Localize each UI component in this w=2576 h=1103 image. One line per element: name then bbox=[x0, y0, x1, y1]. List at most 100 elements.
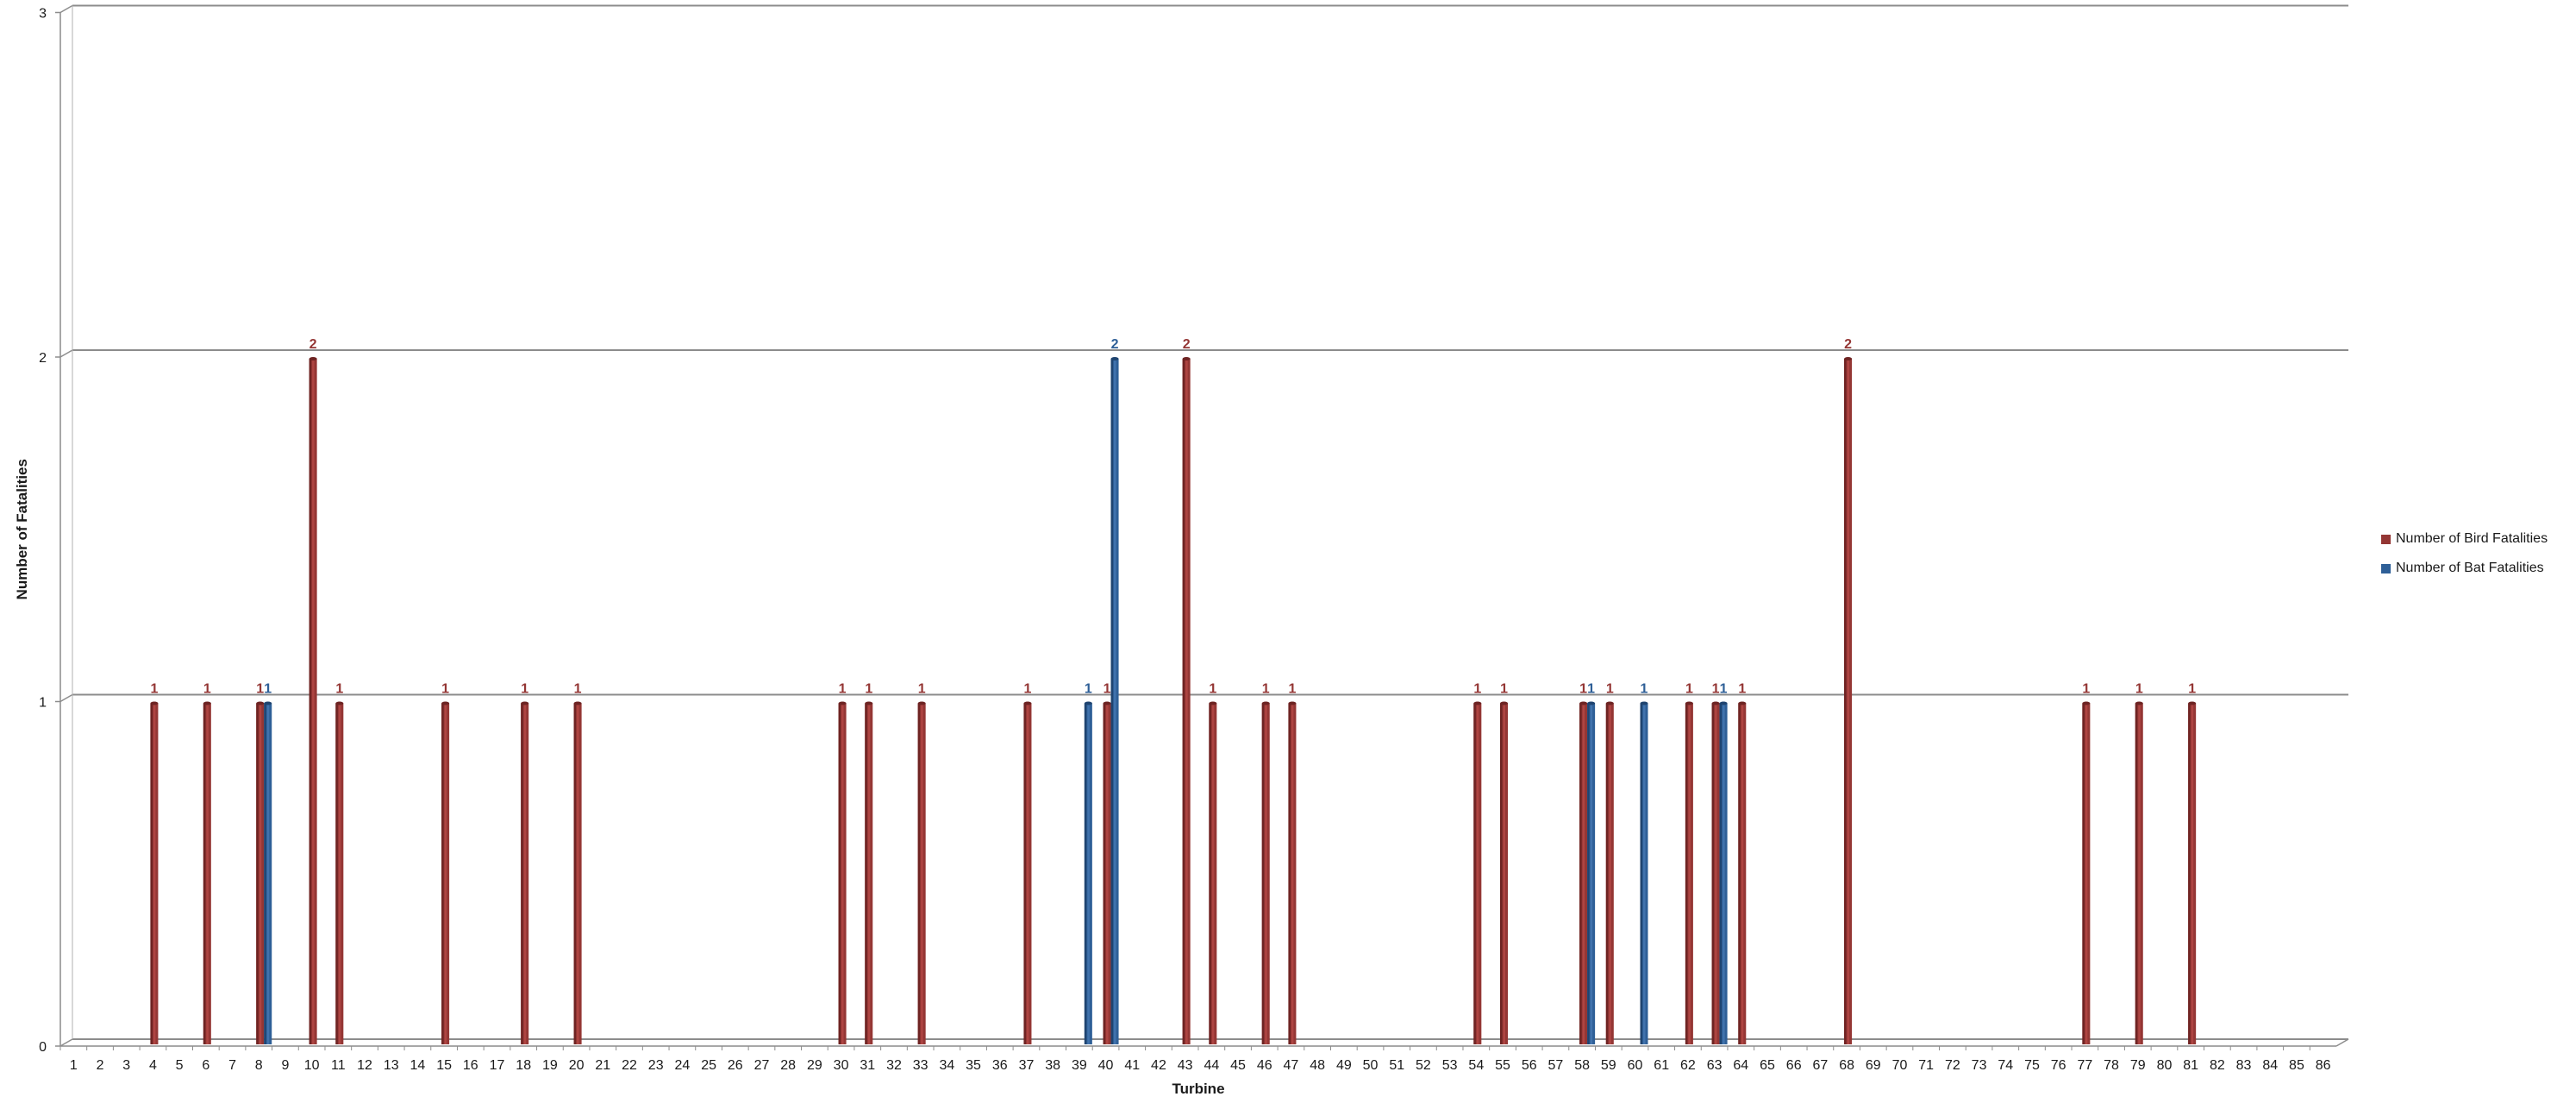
bird-bar bbox=[1473, 701, 1482, 1044]
bird-bar bbox=[865, 701, 873, 1044]
bar-top bbox=[1738, 701, 1747, 705]
x-tick-label: 3 bbox=[122, 1058, 130, 1073]
data-label: 1 bbox=[1473, 682, 1481, 697]
bar-top bbox=[2188, 701, 2197, 705]
x-tick-label: 21 bbox=[595, 1058, 610, 1073]
bar-shade bbox=[1261, 703, 1265, 1044]
x-tick-label: 1 bbox=[70, 1058, 78, 1073]
x-tick-label: 37 bbox=[1019, 1058, 1035, 1073]
bar-shade bbox=[1023, 703, 1026, 1044]
y-tick-label: 3 bbox=[39, 7, 47, 22]
data-label: 1 bbox=[865, 682, 872, 697]
x-tick-label: 8 bbox=[255, 1058, 263, 1073]
data-label: 1 bbox=[256, 682, 264, 697]
x-tick-label: 50 bbox=[1363, 1058, 1379, 1073]
data-labels: 1 1 121 1 1 1 1 1 1 1 121 1 1 1 1 1 1 1 1 121 1 11 121 1 1 bbox=[150, 337, 2196, 697]
bird-bar bbox=[2188, 701, 2197, 1044]
bird-bar bbox=[917, 701, 926, 1044]
gridline-depth-2 bbox=[59, 349, 73, 358]
bar-shade bbox=[1719, 703, 1723, 1044]
bar-shade bbox=[1711, 703, 1715, 1044]
bar-shade bbox=[335, 703, 338, 1044]
data-label: 1 bbox=[2135, 682, 2143, 697]
data-label: 1 bbox=[1024, 682, 1032, 697]
bar-shade bbox=[1738, 703, 1741, 1044]
x-tick-label: 65 bbox=[1760, 1058, 1775, 1073]
bird-bar bbox=[2082, 701, 2091, 1044]
x-tick-label: 61 bbox=[1654, 1058, 1669, 1073]
bar-highlight bbox=[1211, 703, 1215, 1044]
bird-bar bbox=[203, 701, 211, 1044]
bird-bar bbox=[1500, 701, 1509, 1044]
gridline-depth-0 bbox=[59, 1038, 73, 1047]
legend-item-bird: Number of Bird Fatalities bbox=[2381, 530, 2548, 548]
x-tick-label: 83 bbox=[2236, 1058, 2252, 1073]
bar-top bbox=[1103, 701, 1111, 705]
x-tick-label: 59 bbox=[1601, 1058, 1616, 1073]
x-tick-label: 80 bbox=[2157, 1058, 2173, 1073]
bar-highlight bbox=[1114, 359, 1116, 1044]
data-label: 1 bbox=[335, 682, 343, 697]
x-tick-label: 68 bbox=[1839, 1058, 1854, 1073]
bar-shade bbox=[1182, 359, 1185, 1044]
legend-swatch-bat bbox=[2381, 563, 2391, 573]
x-tick-label: 63 bbox=[1707, 1058, 1723, 1073]
bird-bar bbox=[1209, 701, 1217, 1044]
x-tick-label: 86 bbox=[2316, 1058, 2331, 1073]
bar-highlight bbox=[1609, 703, 1611, 1044]
data-label: 1 bbox=[1720, 682, 1728, 697]
data-label: 2 bbox=[1183, 337, 1191, 352]
data-label: 1 bbox=[1738, 682, 1746, 697]
x-tick-label: 42 bbox=[1151, 1058, 1166, 1073]
legend-swatch-bird bbox=[2381, 534, 2391, 544]
bird-bar bbox=[521, 701, 529, 1044]
bar-shade bbox=[1685, 703, 1688, 1044]
data-label: 1 bbox=[1500, 682, 1508, 697]
x-tick-label: 33 bbox=[913, 1058, 928, 1073]
bar-highlight bbox=[1291, 703, 1294, 1044]
bar-top bbox=[865, 701, 873, 705]
bar-highlight bbox=[1106, 703, 1109, 1044]
bar-shade bbox=[1844, 359, 1847, 1044]
bar-highlight bbox=[312, 359, 315, 1044]
x-tick-label: 24 bbox=[674, 1058, 690, 1073]
bird-bar bbox=[1738, 701, 1747, 1044]
x-tick-label: 41 bbox=[1124, 1058, 1140, 1073]
bar-top bbox=[309, 357, 317, 360]
data-label: 1 bbox=[441, 682, 449, 697]
bar-shade bbox=[1209, 703, 1211, 1044]
bar-shade bbox=[1084, 703, 1087, 1044]
bar-top bbox=[335, 701, 344, 705]
bar-shade bbox=[1640, 703, 1643, 1044]
x-tick-label: 34 bbox=[939, 1058, 954, 1073]
bar-top bbox=[441, 701, 450, 705]
bar-highlight bbox=[444, 703, 447, 1044]
x-tick-label: 11 bbox=[331, 1058, 346, 1073]
x-tick-label: 18 bbox=[516, 1058, 531, 1073]
data-label: 1 bbox=[1104, 682, 1111, 697]
bar-top bbox=[917, 701, 926, 705]
x-tick-label: 13 bbox=[384, 1058, 399, 1073]
bar-highlight bbox=[1688, 703, 1691, 1044]
gridlines bbox=[59, 4, 2348, 1047]
x-tick-label: 15 bbox=[436, 1058, 452, 1073]
bar-top bbox=[1288, 701, 1297, 705]
x-tick-label: 20 bbox=[569, 1058, 585, 1073]
x-tick-label: 73 bbox=[1972, 1058, 1987, 1073]
bar-highlight bbox=[1026, 703, 1029, 1044]
bar-highlight bbox=[1715, 703, 1717, 1044]
bar-highlight bbox=[1643, 703, 1646, 1044]
x-tick-label: 9 bbox=[281, 1058, 289, 1073]
bar-shade bbox=[573, 703, 577, 1044]
x-tick-label: 4 bbox=[149, 1058, 157, 1073]
x-tick-label: 64 bbox=[1733, 1058, 1748, 1073]
x-tick-label: 71 bbox=[1918, 1058, 1934, 1073]
data-label: 1 bbox=[203, 682, 211, 697]
bar-top bbox=[1640, 701, 1648, 705]
data-label: 1 bbox=[1262, 682, 1270, 697]
bat-bar bbox=[264, 701, 272, 1044]
x-tick-label: 66 bbox=[1786, 1058, 1802, 1073]
bar-shade bbox=[441, 703, 444, 1044]
data-label: 1 bbox=[1685, 682, 1693, 697]
